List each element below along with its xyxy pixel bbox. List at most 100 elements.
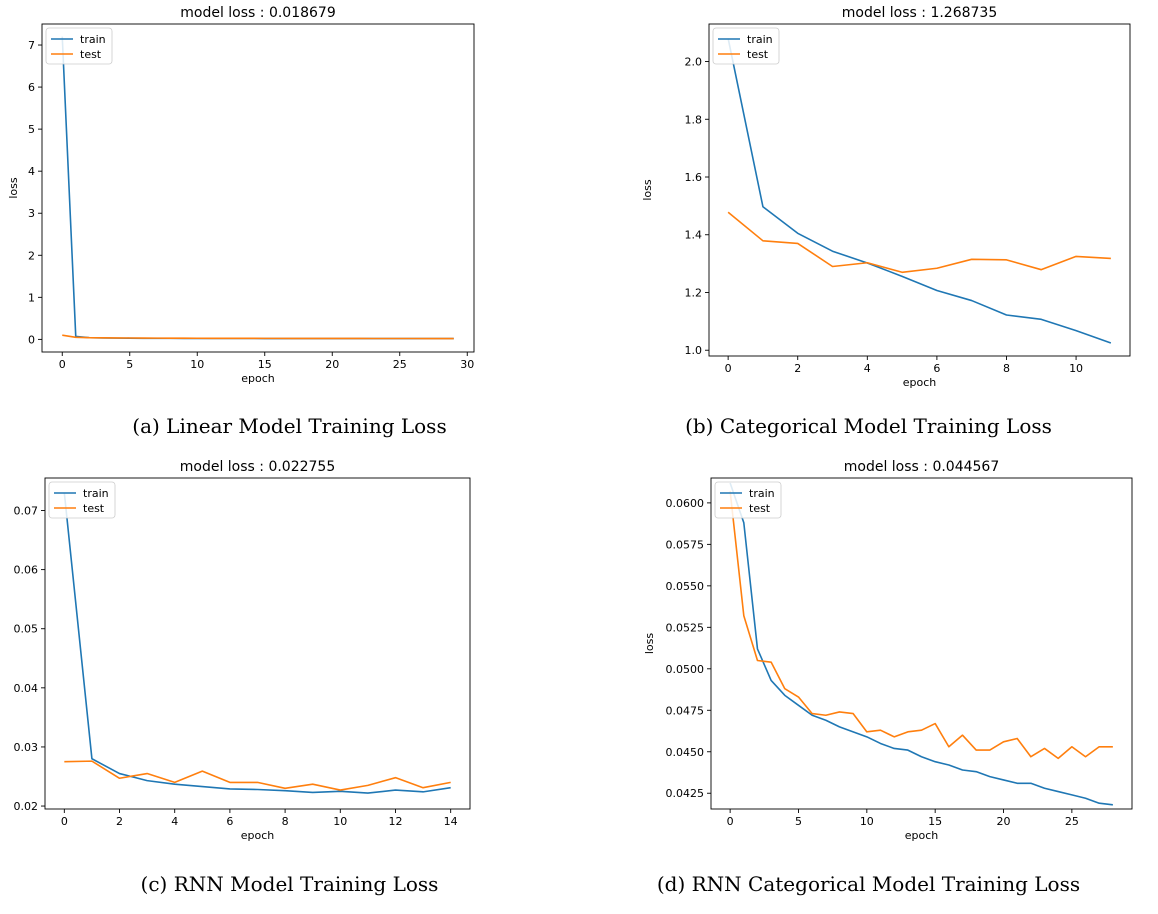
caption-rnn-categorical: (d) RNN Categorical Model Training Loss (656, 872, 1081, 896)
legend-label-test: test (83, 502, 105, 515)
legend-box (714, 481, 782, 519)
series-line-train (61, 36, 454, 340)
y-tick-label: 0.0575 (666, 538, 705, 551)
x-tick-label: 0 (59, 358, 66, 371)
y-tick-label: 1.2 (685, 286, 703, 299)
y-tick-label: 0.04 (14, 682, 39, 695)
x-tick-label: 2 (794, 362, 801, 375)
series-line-train (729, 482, 1113, 806)
legend-label-train: train (83, 487, 109, 500)
chart-panel-linear: model loss : 0.018679 0 5 10 15 20 25 30 0 1 2 3 4 5 6… (0, 0, 579, 456)
y-tick-label: 0.0600 (666, 497, 705, 510)
legend: train test (45, 27, 113, 65)
legend-box (712, 27, 780, 65)
chart-rnn-loss: model loss : 0.022755 0 2 4 6 8 10 12 14 0.02 0.03… (14, 459, 471, 842)
y-tick-label: 1.4 (685, 229, 703, 242)
y-axis-label: loss (641, 179, 654, 201)
axes-frame (710, 477, 1133, 810)
y-tick-label: 6 (28, 81, 35, 94)
x-axis-label: epoch (905, 829, 939, 842)
x-tick-label: 25 (393, 358, 407, 371)
x-axis-label: epoch (241, 829, 275, 842)
series-line-train (727, 38, 1112, 344)
series-line-test (64, 760, 451, 791)
chart-categorical-loss: model loss : 1.268735 0 2 4 6 8 10 1.0 1.2 1.4 1.6… (641, 5, 1131, 389)
chart-title: model loss : 1.268735 (842, 5, 998, 21)
caption-linear: (a) Linear Model Training Loss (132, 414, 447, 438)
x-tick-label: 10 (333, 815, 347, 828)
y-tick-label: 0.0475 (666, 704, 705, 717)
chart-title: model loss : 0.018679 (180, 5, 336, 21)
x-tick-label: 8 (282, 815, 289, 828)
x-tick-label: 15 (928, 815, 942, 828)
y-tick-label: 7 (28, 39, 35, 52)
legend-label-train: train (749, 487, 775, 500)
chart-title: model loss : 0.022755 (180, 459, 336, 475)
axes-frame (41, 23, 475, 353)
y-tick-label: 1.8 (685, 113, 703, 126)
axes-frame (44, 477, 471, 810)
x-tick-label: 6 (933, 362, 940, 375)
y-tick-label: 0 (28, 333, 35, 346)
x-tick-label: 14 (444, 815, 458, 828)
y-axis-label: loss (7, 177, 20, 199)
x-tick-label: 15 (258, 358, 272, 371)
y-tick-label: 4 (28, 165, 35, 178)
legend: train test (48, 481, 116, 519)
y-tick-label: 1.0 (685, 344, 703, 357)
y-tick-label: 0.0550 (666, 580, 705, 593)
x-tick-label: 10 (190, 358, 204, 371)
y-tick-label: 5 (28, 123, 35, 136)
chart-rnn-categorical-loss: model loss : 0.044567 0 5 10 15 20 25 0.0425 0.0… (643, 459, 1133, 842)
y-tick-label: 0.05 (14, 623, 39, 636)
legend: train test (714, 481, 782, 519)
x-tick-label: 5 (795, 815, 802, 828)
chart-panel-rnn-categorical: model loss : 0.044567 0 5 10 15 20 25 0.0425 0.0… (579, 458, 1158, 914)
y-tick-label: 0.0450 (666, 746, 705, 759)
x-tick-label: 10 (860, 815, 874, 828)
y-tick-label: 0.06 (14, 564, 39, 577)
series-line-test (62, 334, 454, 340)
y-tick-label: 0.0425 (666, 787, 705, 800)
y-tick-label: 0.07 (14, 505, 39, 518)
x-tick-label: 20 (997, 815, 1011, 828)
series-line-test (727, 211, 1111, 274)
chart-panel-categorical: model loss : 1.268735 0 2 4 6 8 10 1.0 1.2 1.4 1.6… (579, 0, 1158, 456)
x-tick-label: 20 (325, 358, 339, 371)
y-tick-label: 1.6 (685, 171, 703, 184)
x-axis-label: epoch (903, 376, 937, 389)
chart-title: model loss : 0.044567 (844, 459, 1000, 475)
legend-label-train: train (80, 33, 106, 46)
axes-frame (708, 23, 1131, 357)
y-tick-label: 0.0500 (666, 663, 705, 676)
x-tick-label: 10 (1069, 362, 1083, 375)
y-tick-label: 3 (28, 207, 35, 220)
y-tick-label: 2.0 (685, 56, 703, 69)
y-tick-label: 0.0525 (666, 621, 705, 634)
legend: train test (712, 27, 780, 65)
y-tick-label: 2 (28, 249, 35, 262)
legend-label-train: train (747, 33, 773, 46)
x-tick-label: 8 (1003, 362, 1010, 375)
x-tick-label: 0 (61, 815, 68, 828)
chart-panel-rnn: model loss : 0.022755 0 2 4 6 8 10 12 14 0.02 0.03… (0, 458, 579, 914)
y-tick-label: 1 (28, 291, 35, 304)
chart-linear-loss: model loss : 0.018679 0 5 10 15 20 25 30 0 1 2 3 4 5 6… (7, 5, 475, 385)
legend-box (45, 27, 113, 65)
y-tick-label: 0.03 (14, 741, 39, 754)
legend-box (48, 481, 116, 519)
x-tick-label: 2 (116, 815, 123, 828)
series-line-train (63, 492, 451, 794)
x-tick-label: 30 (460, 358, 474, 371)
series-line-test (729, 491, 1113, 760)
y-tick-label: 0.02 (14, 800, 39, 813)
x-tick-label: 0 (727, 815, 734, 828)
x-tick-label: 25 (1065, 815, 1079, 828)
x-axis-label: epoch (241, 372, 275, 385)
x-tick-label: 4 (864, 362, 871, 375)
x-tick-label: 4 (171, 815, 178, 828)
caption-categorical: (b) Categorical Model Training Loss (685, 414, 1052, 438)
x-tick-label: 6 (226, 815, 233, 828)
legend-label-test: test (80, 48, 102, 61)
y-axis-label: loss (643, 633, 656, 655)
